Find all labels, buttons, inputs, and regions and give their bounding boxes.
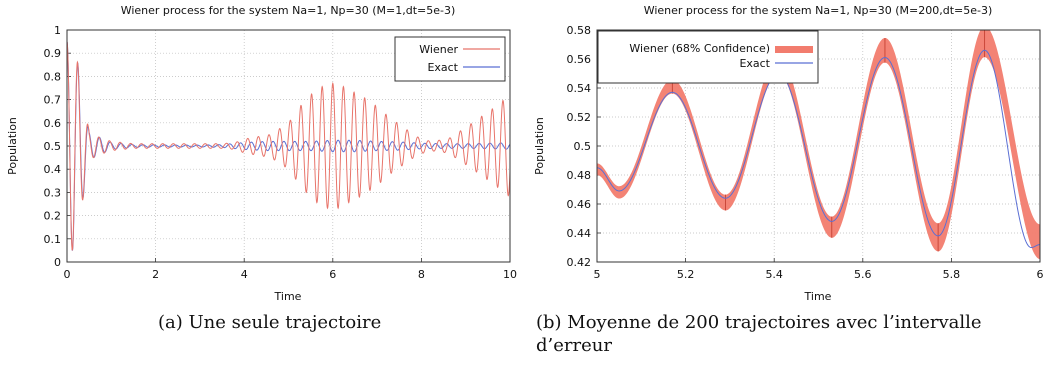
y-tick-label: 0.7 (44, 94, 62, 107)
tick-labels: 5 5.2 5.4 5.6 5.8 6 0.42 0.44 0.46 0.48 0.5 0.52 0.5… (567, 24, 1044, 281)
y-axis-label: Population (6, 117, 19, 175)
x-tick-label: 8 (418, 268, 425, 281)
y-tick-label: 0.56 (567, 53, 592, 66)
x-tick-label: 0 (64, 268, 71, 281)
plot-frame (596, 29, 1041, 263)
x-tick-label: 2 (152, 268, 159, 281)
y-tick-label: 0.4 (44, 163, 62, 176)
series-confidence-band (597, 30, 1040, 260)
tick-labels: 0 2 4 6 8 10 0 0.1 0.2 0.3 0.4 0.5 0.6 0.7 0.8 0.9 1 (44, 24, 518, 281)
series-exact-line (66, 41, 511, 251)
y-tick-label: 0.6 (44, 117, 62, 130)
x-tick-label: 6 (329, 268, 336, 281)
y-tick-label: 0.54 (567, 82, 592, 95)
x-axis-label: Time (804, 290, 832, 303)
x-tick-label: 5.2 (677, 268, 695, 281)
chart-average-trajectories: Wiener process for the system Na=1, Np=3… (533, 4, 1044, 303)
y-tick-label: 0.52 (567, 111, 592, 124)
chart-title: Wiener process for the system Na=1, Np=3… (121, 4, 456, 17)
series-wiener-line (66, 41, 511, 251)
x-tick-label: 6 (1037, 268, 1044, 281)
x-tick-label: 5 (594, 268, 601, 281)
y-tick-label: 1 (54, 24, 61, 37)
legend-label-exact: Exact (739, 57, 770, 70)
legend-label-wiener: Wiener (419, 43, 458, 56)
x-tick-label: 4 (241, 268, 248, 281)
y-tick-label: 0.46 (567, 198, 592, 211)
y-tick-label: 0.58 (567, 24, 592, 37)
y-tick-label: 0.5 (44, 140, 62, 153)
x-tick-label: 10 (503, 268, 517, 281)
caption-b: (b) Moyenne de 200 trajectoires avec l’i… (536, 312, 982, 356)
plot-frame (66, 29, 511, 263)
x-tick-label: 5.4 (765, 268, 783, 281)
chart-title: Wiener process for the system Na=1, Np=3… (644, 4, 993, 17)
legend-box (394, 36, 506, 82)
y-tick-label: 0.8 (44, 70, 62, 83)
caption-a: (a) Une seule trajectoire (158, 312, 382, 333)
x-tick-label: 5.6 (854, 268, 872, 281)
y-tick-label: 0.44 (567, 227, 592, 240)
x-axis-label: Time (274, 290, 302, 303)
y-axis-label: Population (533, 117, 546, 175)
legend-label-exact: Exact (427, 61, 458, 74)
x-tick-label: 5.8 (943, 268, 961, 281)
legend-label-confidence: Wiener (68% Confidence) (629, 42, 770, 55)
legend: Wiener Exact (394, 36, 506, 82)
plot-area (66, 41, 511, 251)
figure-canvas: Wiener process for the system Na=1, Np=3… (6, 4, 1044, 303)
legend: Wiener (68% Confidence) Exact (597, 30, 819, 84)
series-exact-line (596, 49, 1041, 249)
y-tick-label: 0.48 (567, 169, 592, 182)
y-tick-label: 0.3 (44, 186, 62, 199)
chart-single-trajectory: Wiener process for the system Na=1, Np=3… (6, 4, 517, 303)
y-tick-label: 0.5 (574, 140, 592, 153)
y-tick-label: 0.9 (44, 47, 62, 60)
y-tick-label: 0.42 (567, 256, 592, 269)
legend-swatch-confidence (775, 46, 813, 53)
legend-box (597, 30, 819, 84)
y-tick-label: 0.1 (44, 233, 62, 246)
y-tick-label: 0.2 (44, 210, 62, 223)
y-tick-label: 0 (54, 256, 61, 269)
